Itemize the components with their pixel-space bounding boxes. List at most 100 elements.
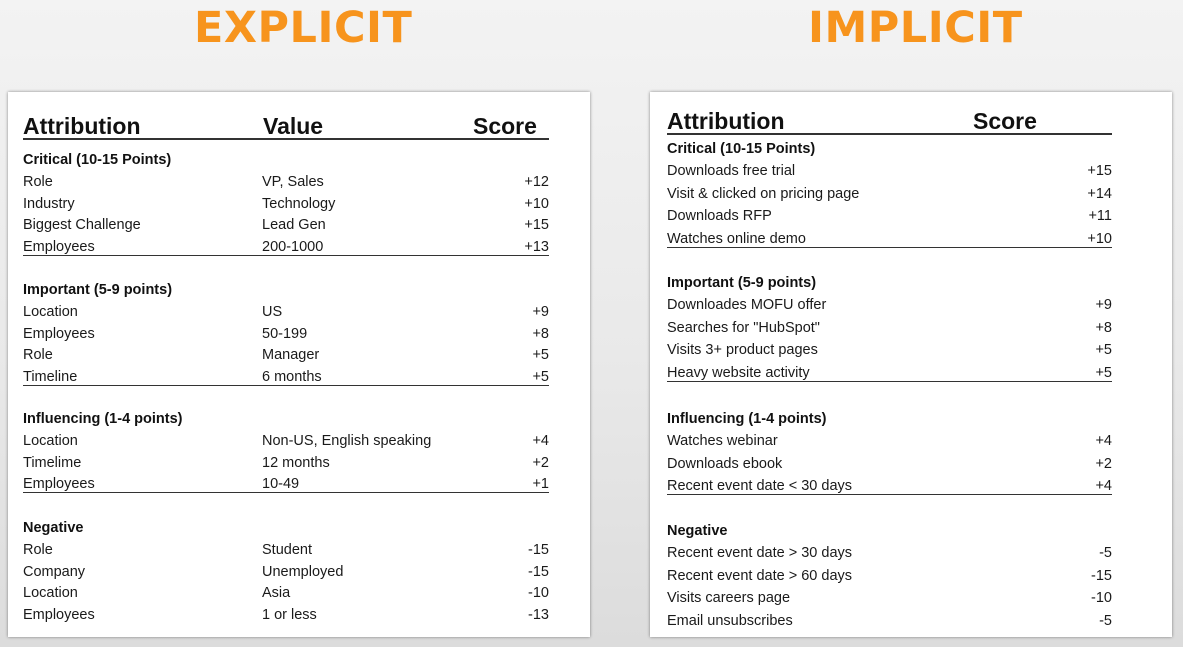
section-title-important: Important (5-9 points) — [667, 275, 817, 291]
section-divider — [23, 255, 549, 257]
row-value: 6 months — [262, 369, 322, 386]
row-value: Technology — [262, 195, 336, 212]
row-attribution: Searches for "HubSpot" — [667, 319, 820, 336]
row-attribution: Timeline — [23, 369, 78, 386]
header-rule — [23, 138, 549, 140]
row-score: +9 — [1095, 297, 1112, 313]
row-attribution: Downloads RFP — [667, 208, 772, 224]
row-attribution: Employees — [23, 476, 95, 493]
row-score: +2 — [532, 454, 549, 471]
row-attribution: Heavy website activity — [667, 364, 810, 381]
row-score: +8 — [532, 325, 549, 342]
row-value: US — [262, 304, 283, 320]
row-score: -15 — [528, 563, 549, 580]
section-title-important: Important (5-9 points) — [23, 282, 173, 298]
row-score: +5 — [532, 347, 549, 364]
row-score: +4 — [1095, 433, 1112, 449]
section-title-influencing: Influencing (1-4 points) — [23, 411, 183, 427]
row-score: +4 — [1095, 478, 1112, 494]
section-title-critical: Critical (10-15 Points) — [667, 141, 816, 157]
row-attribution: Location — [23, 433, 78, 449]
section-divider — [667, 494, 1112, 495]
section-title-negative: Negative — [667, 523, 728, 539]
row-attribution: Role — [23, 174, 53, 190]
row-score: -13 — [528, 607, 549, 624]
row-value: 200-1000 — [262, 239, 324, 256]
row-attribution: Role — [23, 542, 53, 558]
row-attribution: Visits careers page — [667, 590, 791, 606]
row-attribution: Downloads free trial — [667, 163, 796, 179]
row-value: Non-US, English speaking — [262, 433, 432, 449]
row-score: +13 — [524, 239, 549, 256]
row-attribution: Downloads ebook — [667, 455, 783, 472]
row-score: -10 — [1091, 590, 1112, 606]
header-attribution: Attribution — [667, 108, 785, 134]
row-score: +5 — [532, 369, 549, 386]
row-attribution: Downloades MOFU offer — [667, 297, 827, 313]
row-score: -15 — [528, 542, 549, 558]
header-score: Score — [473, 113, 537, 139]
row-value: Student — [262, 542, 312, 558]
row-score: +10 — [524, 195, 549, 212]
header-attribution: Attribution — [23, 113, 141, 139]
section-divider — [23, 385, 549, 387]
section-divider — [23, 492, 549, 494]
row-score: +1 — [532, 476, 549, 493]
row-attribution: Location — [23, 304, 78, 320]
row-score: +11 — [1088, 208, 1112, 224]
implicit-title: IMPLICIT — [808, 3, 1023, 53]
section-title-influencing: Influencing (1-4 points) — [667, 411, 827, 427]
row-attribution: Employees — [23, 239, 95, 256]
row-attribution: Recent event date < 30 days — [667, 478, 853, 494]
row-value: Asia — [262, 585, 291, 602]
row-value: 10-49 — [262, 476, 300, 493]
row-score: +5 — [1095, 342, 1112, 358]
row-attribution: Watches webinar — [667, 433, 778, 449]
row-value: Lead Gen — [262, 217, 326, 234]
section-divider — [667, 380, 1112, 382]
row-attribution: Role — [23, 347, 53, 364]
row-value: VP, Sales — [262, 174, 324, 190]
row-value: 12 months — [262, 454, 330, 471]
explicit-scoring-card: Attribution Value Score Critical (10-15 … — [8, 92, 590, 637]
row-score: +9 — [532, 304, 549, 320]
row-score: -10 — [528, 585, 549, 602]
row-attribution: Visit & clicked on pricing page — [667, 185, 860, 202]
row-attribution: Biggest Challenge — [23, 217, 141, 234]
row-score: +12 — [524, 174, 549, 190]
row-score: +8 — [1095, 319, 1112, 336]
row-attribution: Industry — [23, 195, 75, 212]
row-value: 1 or less — [262, 607, 317, 624]
row-score: -5 — [1099, 545, 1112, 561]
explicit-title: EXPLICIT — [194, 3, 413, 53]
row-score: -15 — [1091, 567, 1112, 584]
header-rule — [667, 133, 1112, 135]
row-score: +15 — [524, 217, 549, 234]
row-score: +2 — [1095, 455, 1112, 472]
section-divider — [667, 246, 1112, 248]
section-title-negative: Negative — [23, 520, 84, 536]
implicit-scoring-card: Attribution Score Critical (10-15 Points… — [650, 92, 1172, 637]
row-attribution: Watches online demo — [667, 230, 806, 247]
row-attribution: Location — [23, 585, 78, 602]
row-score: +15 — [1087, 163, 1112, 179]
row-value: Unemployed — [262, 563, 344, 580]
row-attribution: Timelime — [23, 454, 82, 471]
row-attribution: Email unsubscribes — [667, 612, 793, 629]
row-value: 50-199 — [262, 325, 308, 342]
row-attribution: Recent event date > 60 days — [667, 567, 853, 584]
row-attribution: Recent event date > 30 days — [667, 545, 853, 561]
row-value: Manager — [262, 347, 320, 364]
row-score: +10 — [1087, 230, 1112, 247]
row-score: +5 — [1095, 364, 1112, 381]
row-score: +14 — [1087, 185, 1112, 202]
section-title-critical: Critical (10-15 Points) — [23, 152, 172, 168]
row-attribution: Employees — [23, 325, 95, 342]
row-score: +4 — [532, 433, 549, 449]
row-attribution: Visits 3+ product pages — [667, 342, 818, 358]
header-value: Value — [263, 113, 324, 139]
row-score: -5 — [1099, 612, 1112, 629]
row-attribution: Employees — [23, 607, 95, 624]
row-attribution: Company — [23, 563, 86, 580]
header-score: Score — [973, 108, 1037, 134]
